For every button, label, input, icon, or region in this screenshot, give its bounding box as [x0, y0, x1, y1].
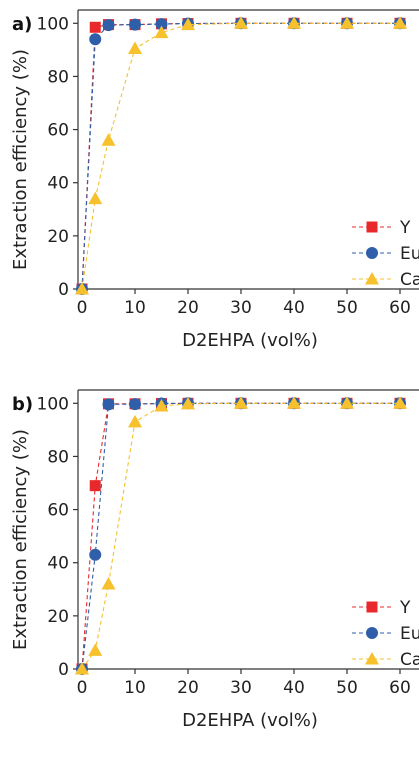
y-tick-label: 80	[47, 67, 69, 87]
legend-marker-triangle	[365, 272, 379, 285]
data-point-triangle	[340, 16, 354, 29]
data-point-triangle	[234, 396, 248, 409]
data-point-circle	[155, 18, 168, 31]
data-point-triangle	[75, 662, 89, 675]
y-tick-label: 20	[47, 607, 69, 627]
series-ca	[75, 396, 407, 675]
data-point-square	[89, 480, 101, 492]
legend-marker-circle	[366, 627, 378, 639]
data-point-triangle	[101, 576, 116, 590]
x-tick-label: 20	[177, 298, 199, 318]
legend-label: Eu	[400, 624, 419, 644]
panel-label: a)	[12, 14, 32, 35]
series-line-y	[81, 402, 400, 670]
data-point-circle	[102, 19, 115, 32]
legend-marker-circle	[366, 247, 378, 259]
y-axis-title: Extraction efficiency (%)	[10, 49, 31, 270]
legend-item-ca: Ca	[352, 270, 419, 290]
y-tick-label: 80	[47, 447, 69, 467]
data-point-circle	[102, 398, 115, 411]
chart-panel-b: 0 20 40 60 80 100 0 10 20 30 40 50 60 D2EHPA (vol%) Ex…	[10, 389, 419, 731]
data-point-triangle	[154, 25, 169, 39]
legend-label: Ca	[400, 270, 419, 290]
y-tick-label: 40	[47, 174, 69, 194]
data-point-triangle	[88, 191, 103, 205]
panel-label: b)	[12, 394, 33, 415]
legend-label: Eu	[400, 244, 419, 264]
data-point-triangle	[393, 396, 407, 409]
series-line-eu	[81, 22, 400, 290]
legend-item-y: Y	[352, 598, 411, 618]
y-tick-label: 0	[58, 660, 69, 680]
legend-label: Y	[399, 598, 411, 618]
x-tick-label: 10	[124, 678, 146, 698]
x-axis-title: D2EHPA (vol%)	[182, 710, 318, 731]
y-tick-label: 100	[37, 14, 69, 34]
x-tick-label: 40	[283, 298, 305, 318]
x-tick-label: 60	[389, 298, 411, 318]
x-tick-label: 40	[283, 678, 305, 698]
chart-panel-a: 0 20 40 60 80 100 0 10 20 30 40 50 60 D2EHPA (vol%) Ex…	[10, 9, 419, 351]
y-tick-label: 0	[58, 280, 69, 300]
data-point-triangle	[287, 16, 301, 29]
x-axis-title: D2EHPA (vol%)	[182, 330, 318, 351]
x-tick-label: 50	[336, 678, 358, 698]
y-tick-label: 40	[47, 554, 69, 574]
data-point-circle	[129, 18, 141, 31]
y-tick-label: 60	[47, 121, 69, 141]
x-tick-label: 30	[230, 298, 252, 318]
legend-item-eu: Eu	[352, 244, 419, 264]
x-tick-label: 50	[336, 298, 358, 318]
data-point-triangle	[393, 16, 407, 29]
series-line-ca	[81, 402, 400, 670]
legend-marker-square	[366, 601, 378, 613]
legend-item-y: Y	[352, 218, 411, 238]
y-tick-label: 20	[47, 227, 69, 247]
data-point-triangle	[101, 133, 116, 146]
series-eu	[76, 17, 406, 295]
legend-marker-square	[366, 221, 378, 233]
data-point-triangle	[154, 398, 169, 412]
y-axis-title: Extraction efficiency (%)	[10, 429, 31, 650]
x-tick-label: 30	[230, 678, 252, 698]
data-point-circle	[89, 33, 102, 46]
data-point-triangle	[287, 396, 301, 409]
series-line-y	[81, 22, 400, 290]
data-point-circle	[89, 548, 102, 561]
data-point-triangle	[181, 17, 195, 31]
series-line-ca	[81, 22, 400, 290]
data-point-triangle	[340, 396, 354, 409]
data-point-square	[89, 21, 101, 33]
legend-label: Y	[399, 218, 411, 238]
legend-item-ca: Ca	[352, 650, 419, 670]
data-point-triangle	[181, 396, 195, 410]
data-point-triangle	[88, 643, 103, 656]
series-y	[76, 17, 406, 295]
series-ca	[75, 16, 407, 295]
x-tick-label: 0	[77, 298, 88, 318]
data-point-triangle	[128, 41, 142, 55]
x-tick-label: 0	[77, 678, 88, 698]
legend-item-eu: Eu	[352, 624, 419, 644]
y-tick-label: 100	[37, 394, 69, 414]
data-point-triangle	[75, 282, 89, 295]
data-point-circle	[129, 398, 141, 411]
x-tick-label: 10	[124, 298, 146, 318]
x-tick-label: 60	[389, 678, 411, 698]
series-y	[76, 397, 406, 675]
series-eu	[76, 397, 406, 675]
data-point-triangle	[128, 414, 142, 428]
x-tick-label: 20	[177, 678, 199, 698]
series-line-eu	[81, 402, 400, 670]
legend-label: Ca	[400, 650, 419, 670]
y-tick-label: 60	[47, 501, 69, 521]
legend-marker-triangle	[365, 652, 379, 665]
data-point-triangle	[234, 16, 248, 29]
